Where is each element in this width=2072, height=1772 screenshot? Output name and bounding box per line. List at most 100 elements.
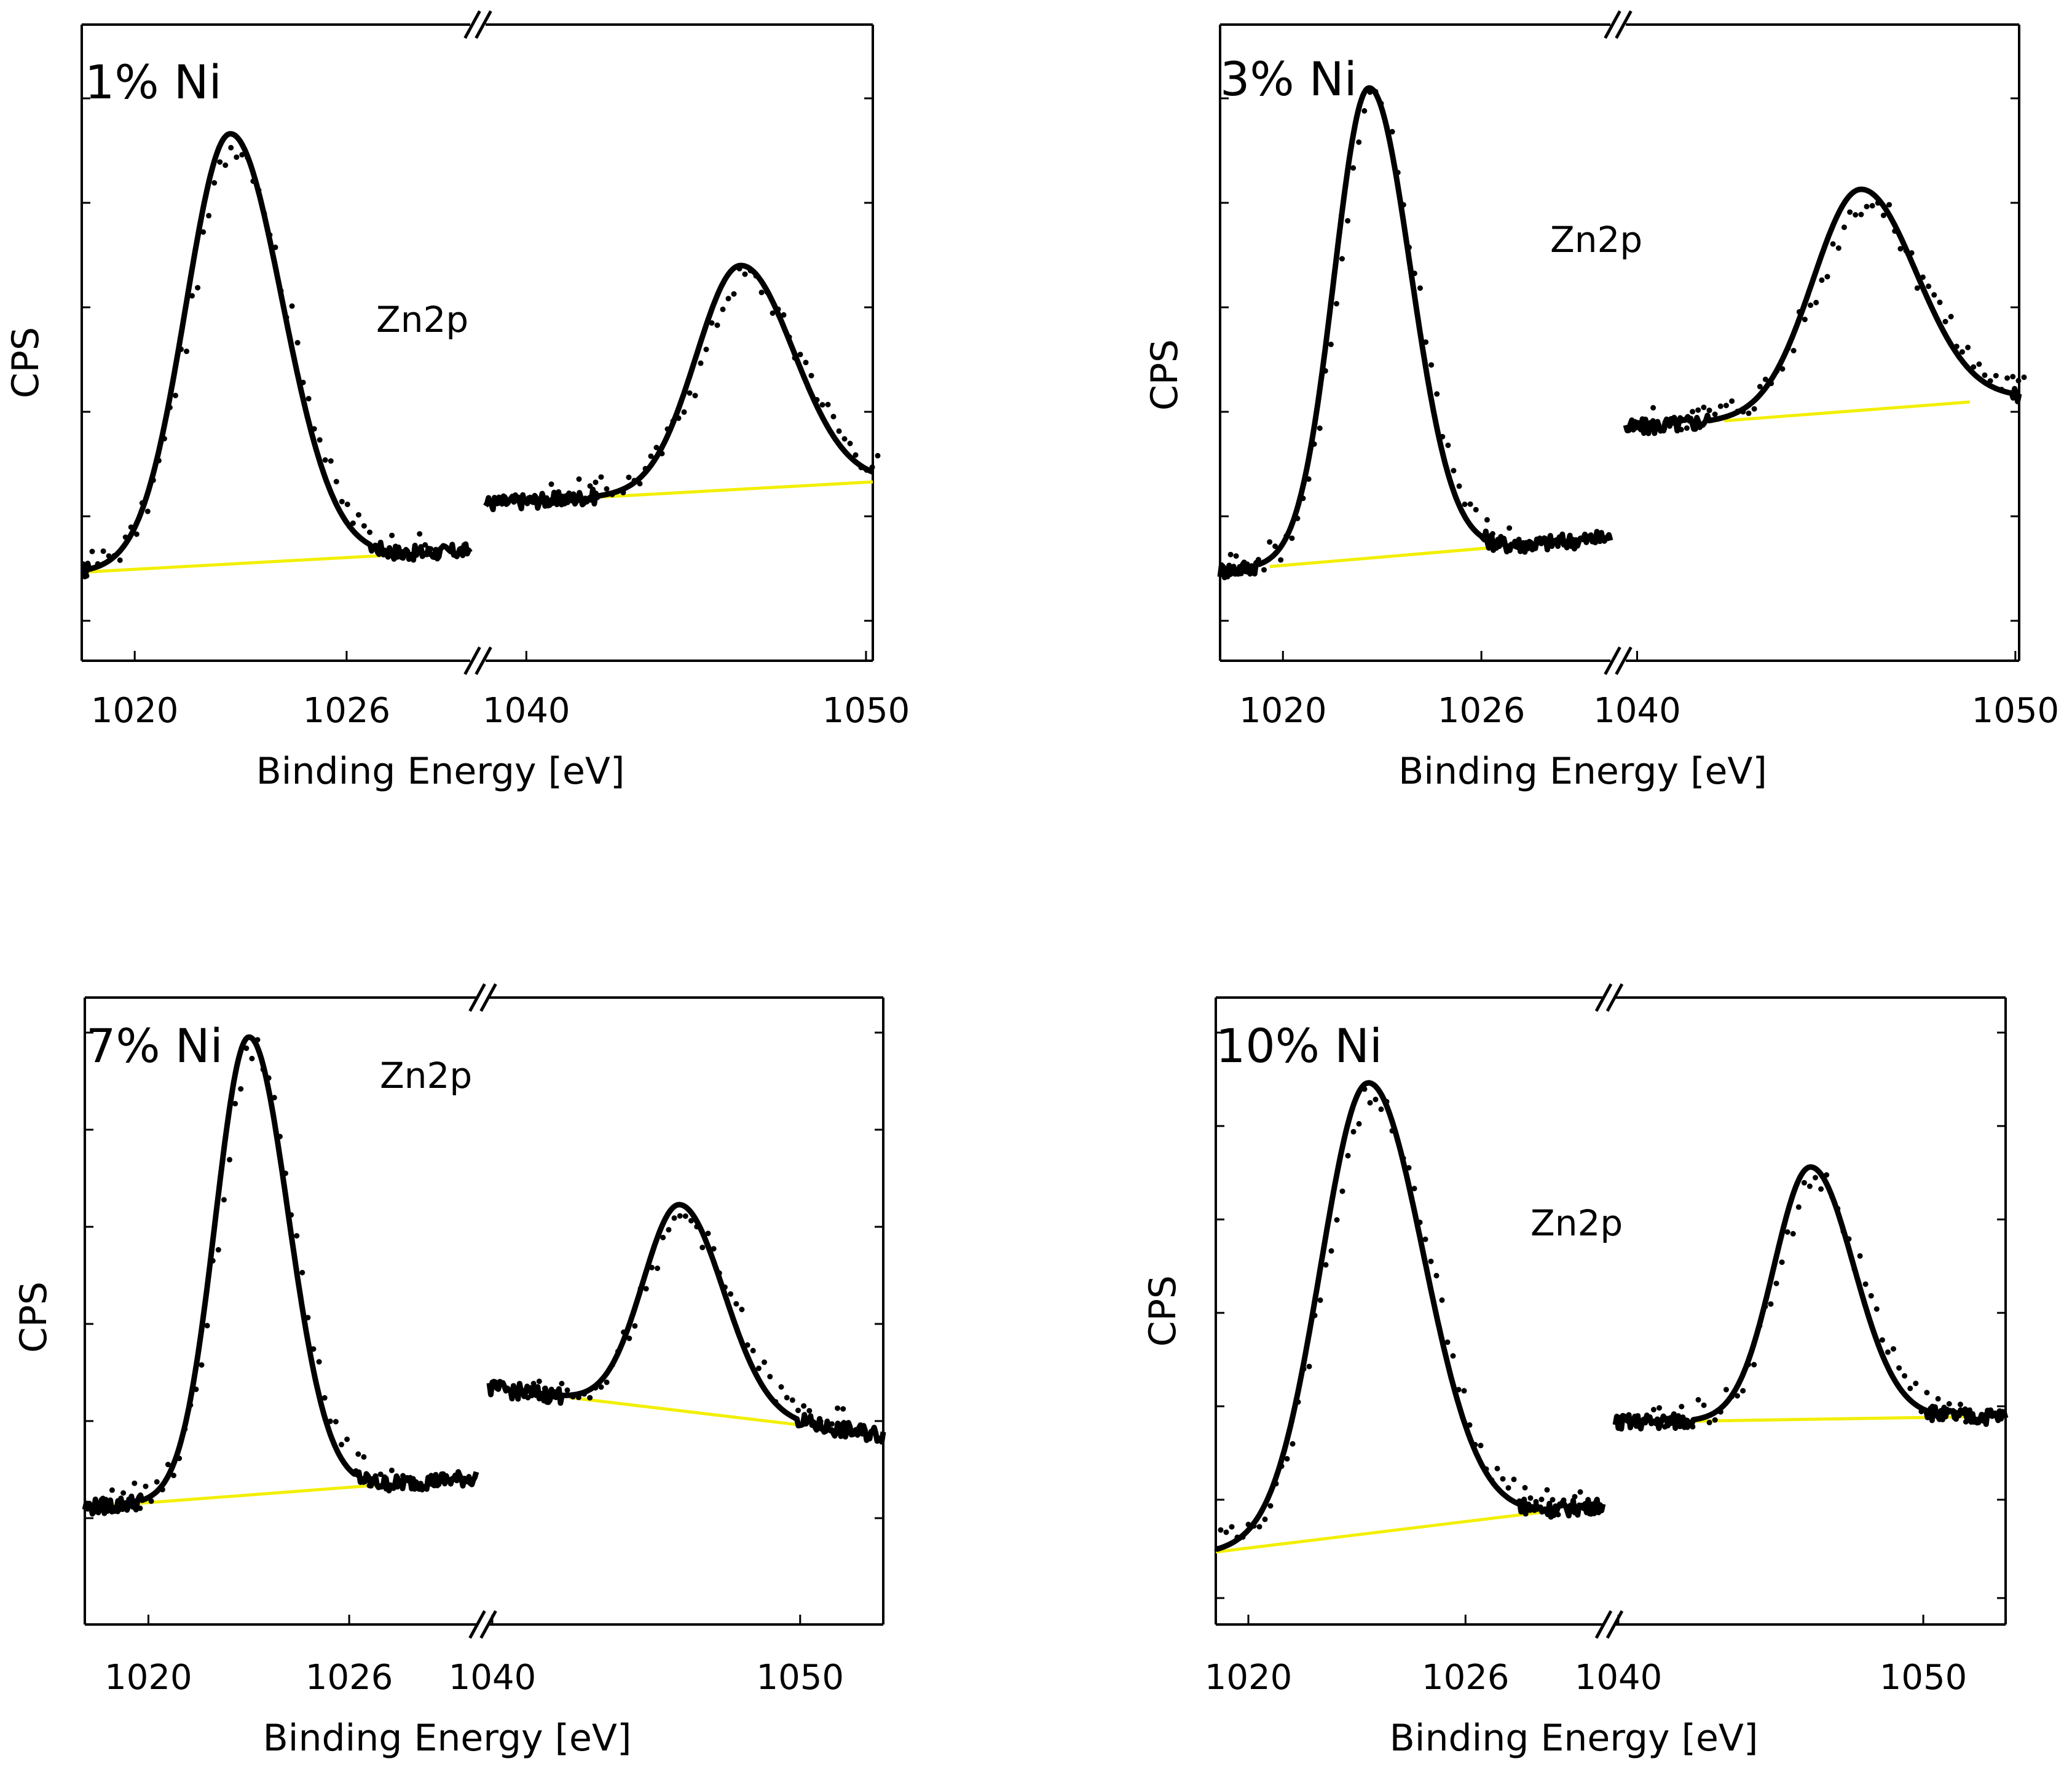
raw-data-point [2004,375,2011,381]
fit-curve [1623,186,2022,436]
axis-break-mark [468,983,486,1012]
raw-data-point [1873,1306,1880,1312]
raw-data-point [1668,1415,1674,1421]
raw-data-point [1948,313,1954,320]
background-line [1685,1415,1966,1423]
raw-data-point [1356,1120,1362,1127]
raw-data-point [1971,364,1977,370]
x-tick-label: 1020 [104,1658,192,1698]
raw-data-point [1957,1401,1963,1408]
raw-data-point [728,1291,734,1297]
raw-data-point [1494,1465,1500,1471]
raw-data-point [1662,1424,1668,1430]
raw-data-point [395,1484,400,1490]
raw-data-point [1953,344,1960,350]
raw-data-point [250,178,256,184]
raw-data-point [350,520,356,526]
raw-data-point [1511,1476,1517,1483]
raw-data-point [626,475,632,481]
raw-data-point [122,534,128,540]
raw-data-point [803,360,809,366]
raw-data-point [1993,372,1999,379]
raw-data-point [858,465,864,471]
raw-data-point [117,557,123,563]
raw-data-point [1239,569,1245,574]
axis-break-mark [1594,1610,1613,1639]
raw-data-point [1233,553,1239,559]
y-axis-title: CPS [4,327,47,398]
background-line [1215,1510,1549,1554]
axis-break-mark [1615,646,1633,675]
raw-data-point [1801,1179,1807,1186]
raw-data-point [575,1395,581,1401]
raw-data-point [853,452,859,458]
raw-data-point [767,1374,773,1380]
x-tick-label: 1026 [1422,1658,1510,1698]
raw-data-point [221,1197,227,1203]
raw-data-point [1695,407,1701,413]
peak-label: Zn2p [1550,219,1642,261]
raw-data-point [1251,1523,1257,1529]
raw-data-point [1306,1363,1312,1369]
raw-data-point [598,474,604,480]
raw-data-point [372,542,378,548]
raw-data-point [193,1386,199,1392]
raw-data-point [1495,538,1501,544]
raw-data-point [1885,1349,1891,1355]
raw-data-point [744,1342,750,1348]
raw-data-point [825,401,831,408]
raw-data-point [1345,1152,1351,1159]
raw-data-point [676,415,682,421]
raw-data-point [128,524,134,530]
raw-data-point [1322,368,1328,374]
raw-data-point [609,1362,615,1368]
raw-data-point [736,266,743,272]
raw-data-point [1773,1280,1779,1286]
raw-data-point [643,1286,649,1292]
raw-data-point [660,1234,666,1240]
raw-data-point [615,489,621,494]
raw-data-point [1423,339,1429,345]
raw-data-point [598,1384,604,1390]
axis-break-mark [463,646,481,675]
raw-data-point [178,346,184,352]
raw-data-point [714,322,720,328]
raw-data-point [1450,1353,1456,1359]
raw-data-point [1835,245,1842,251]
raw-data-point [256,187,262,194]
raw-data-point [1684,425,1690,431]
raw-data-point [1445,443,1451,448]
raw-data-point [411,549,417,556]
raw-data-point [716,1270,722,1276]
raw-data-point [1706,1419,1712,1425]
raw-data-point [559,494,565,499]
raw-data-point [1920,274,1926,280]
axis-break-mark [475,646,492,675]
raw-data-point [328,458,334,464]
raw-data-point [687,390,693,396]
x-tick-label: 1040 [1593,691,1681,731]
raw-data-point [254,1037,261,1043]
raw-data-point [1461,1388,1467,1394]
raw-data-point [1931,292,1937,298]
raw-data-point [1289,535,1295,541]
x-tick-label: 1050 [757,1658,845,1698]
raw-data-point [869,464,875,470]
raw-data-point [548,1388,554,1395]
raw-data-point [705,1231,711,1237]
raw-data-point [321,1395,328,1401]
raw-data-point [406,553,412,559]
raw-data-point [428,546,434,552]
raw-data-point [1795,1204,1802,1210]
raw-data-point [1818,1186,1824,1192]
raw-data-point [2021,374,2027,380]
raw-data-point [1222,565,1228,572]
raw-data-point [245,154,251,160]
raw-data-point [1935,1396,1941,1402]
raw-data-point [1897,246,1904,252]
raw-data-point [1478,1443,1484,1449]
raw-data-point [400,555,406,561]
raw-data-point [775,306,781,312]
raw-data-point [1367,1100,1373,1106]
raw-data-point [417,531,423,537]
